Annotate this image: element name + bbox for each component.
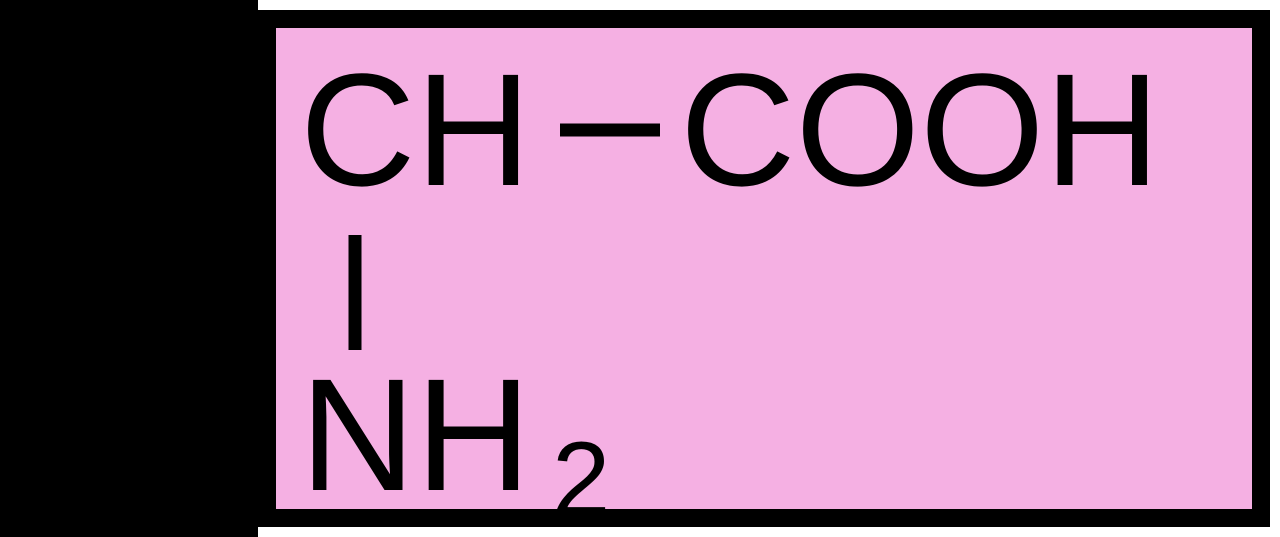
label-cooh: COOH [680,40,1160,219]
chemical-structure-diagram: CH COOH NH 2 [0,0,1280,537]
left-panel [0,0,258,537]
label-nh-subscript: 2 [552,421,610,537]
label-nh: NH [300,345,531,524]
label-ch: CH [300,40,531,219]
